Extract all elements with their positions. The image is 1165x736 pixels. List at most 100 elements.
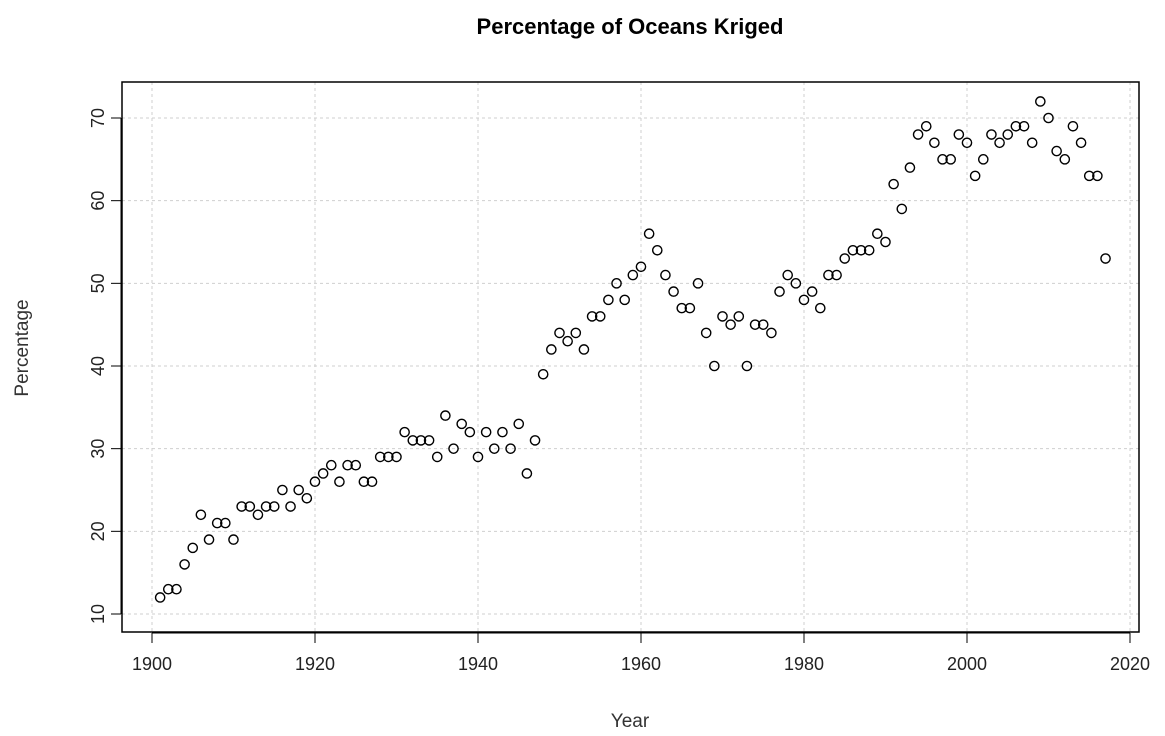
data-point <box>619 294 631 306</box>
data-point <box>513 418 525 430</box>
data-point <box>594 311 606 322</box>
data-point <box>472 451 484 463</box>
data-point <box>301 492 313 504</box>
y-axis-label: Percentage <box>12 299 33 396</box>
data-point <box>888 178 899 190</box>
data-point <box>1026 137 1038 149</box>
data-point <box>195 509 207 521</box>
data-point <box>293 484 305 496</box>
data-point <box>570 327 582 339</box>
data-point <box>252 509 264 521</box>
data-point <box>268 501 280 512</box>
data-point <box>350 459 362 471</box>
data-point <box>1010 120 1022 132</box>
data-points <box>154 96 1111 603</box>
data-point <box>896 203 908 215</box>
data-point <box>171 583 182 595</box>
data-point <box>342 459 353 471</box>
data-point <box>953 129 965 140</box>
data-point <box>391 451 402 463</box>
axes: 1900 1920 1940 1960 1980 2000 2020 10 20 30 40 50 60… <box>88 108 1150 674</box>
data-point <box>847 244 859 256</box>
data-point <box>358 476 370 488</box>
data-point <box>782 269 794 281</box>
data-point <box>366 476 378 488</box>
data-point <box>700 327 712 339</box>
data-point <box>880 236 891 248</box>
y-tick-label: 60 <box>88 191 108 211</box>
data-point <box>179 559 190 570</box>
data-point <box>220 517 231 529</box>
y-tick-label: 40 <box>88 356 108 376</box>
data-point <box>766 327 777 339</box>
data-point <box>1075 137 1087 149</box>
chart-title: Percentage of Oceans Kriged <box>477 14 784 39</box>
x-tick-label: 1980 <box>784 654 824 674</box>
data-point <box>211 517 223 529</box>
y-tick-label: 10 <box>88 604 108 624</box>
data-point <box>676 302 688 314</box>
data-point <box>162 583 174 595</box>
data-point <box>244 501 256 512</box>
data-point <box>806 286 818 297</box>
data-point <box>374 451 386 463</box>
data-point <box>831 269 842 281</box>
data-point <box>733 311 745 322</box>
data-point <box>823 269 834 281</box>
x-tick-label: 2020 <box>1110 654 1150 674</box>
data-point <box>277 484 288 496</box>
data-point <box>578 344 590 355</box>
data-point <box>480 426 492 438</box>
data-point <box>994 137 1005 149</box>
data-point <box>537 368 549 380</box>
data-point <box>790 278 802 289</box>
data-point <box>684 302 696 314</box>
data-point <box>1035 96 1046 107</box>
data-point <box>497 426 508 438</box>
data-point <box>1059 154 1071 165</box>
data-point <box>529 435 541 446</box>
data-point <box>1083 170 1095 182</box>
data-point <box>660 269 671 281</box>
data-point <box>863 244 875 256</box>
data-point <box>741 360 753 372</box>
x-axis-label: Year <box>611 711 650 732</box>
data-point <box>929 137 940 149</box>
data-point <box>627 269 639 281</box>
data-point <box>961 137 973 149</box>
data-point <box>978 154 989 165</box>
data-point <box>407 435 419 446</box>
data-point <box>317 468 329 479</box>
data-point <box>415 435 427 446</box>
data-point <box>709 360 720 372</box>
data-point <box>815 302 826 314</box>
data-point <box>488 443 500 454</box>
data-point <box>203 534 215 545</box>
y-tick-label: 50 <box>88 273 108 293</box>
data-point <box>187 542 199 554</box>
data-point <box>562 335 573 347</box>
data-point <box>554 327 565 339</box>
plot-area-frame <box>121 81 1140 633</box>
y-tick-label: 20 <box>88 521 108 541</box>
data-point <box>603 294 614 306</box>
data-point <box>668 286 679 297</box>
x-tick-label: 2000 <box>947 654 987 674</box>
data-point <box>334 476 345 488</box>
data-point <box>1092 170 1103 182</box>
data-point <box>154 592 166 603</box>
x-tick-label: 1940 <box>458 654 498 674</box>
data-point <box>749 319 761 330</box>
data-point <box>774 286 785 297</box>
data-point <box>325 459 337 471</box>
data-point <box>757 319 769 330</box>
data-point <box>1002 129 1014 140</box>
x-tick-label: 1920 <box>295 654 335 674</box>
data-point <box>692 278 704 289</box>
data-point <box>521 468 533 479</box>
grid-lines <box>122 82 1139 632</box>
data-point <box>399 426 410 438</box>
data-point <box>725 319 736 330</box>
x-tick-label: 1960 <box>621 654 661 674</box>
